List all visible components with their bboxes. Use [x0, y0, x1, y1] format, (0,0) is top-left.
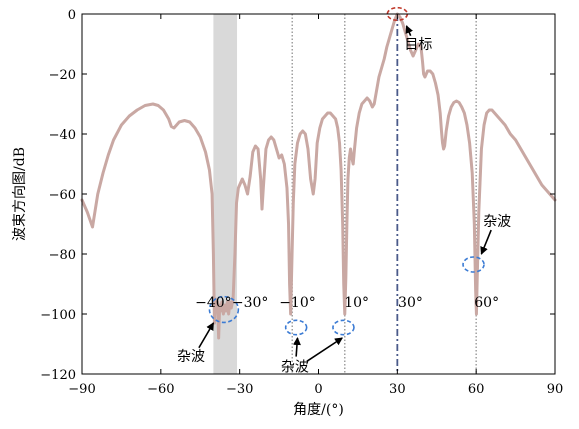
y-tick-label-1: −20 [49, 68, 76, 83]
x-tick-label-2: −30 [226, 382, 253, 397]
clutter-shaded-band [213, 14, 238, 374]
annotation-label-3: 杂波 [281, 360, 309, 376]
x-tick-label-1: −60 [147, 382, 174, 397]
degree-label-4: 30° [398, 295, 423, 311]
degree-label-1: −30° [232, 295, 269, 311]
degree-label-0: −40° [195, 295, 232, 311]
highlight-ellipse-3 [332, 319, 355, 336]
degree-label-3: 10° [344, 295, 369, 311]
y-tick-label-5: −100 [40, 308, 76, 323]
degree-label-5: 60° [474, 295, 499, 311]
y-tick-label-3: −60 [49, 188, 76, 203]
annotation-arrow-3-0 [292, 337, 301, 357]
highlight-ellipse-2 [284, 319, 308, 336]
highlight-ellipse-4 [462, 256, 485, 273]
x-axis-ticks: −90 −60 −30 0 30 60 90 [68, 14, 563, 397]
clutter-band [213, 14, 238, 374]
beam-pattern-series [80, 12, 557, 340]
plot-background [82, 14, 555, 374]
annotation-arrow-2-0 [198, 322, 215, 349]
x-tick-label-6: 90 [547, 382, 564, 397]
y-tick-label-0: 0 [68, 8, 76, 23]
annotation-label-0: 目标 [404, 37, 432, 53]
y-axis-label: 波束方向图/dB [12, 147, 28, 241]
x-axis-label: 角度/(°) [293, 402, 344, 418]
annotation-label-1: 杂波 [483, 214, 511, 230]
x-tick-label-0: −90 [68, 382, 95, 397]
degree-labels: −40° −30° −10° 10° 30° 60° [195, 295, 499, 311]
x-tick-label-3: 0 [314, 382, 322, 397]
annotation-arrow-1-0 [480, 229, 492, 255]
annotation-arrow-3-1 [306, 337, 343, 363]
plot-area [82, 14, 555, 374]
y-tick-label-2: −40 [49, 128, 76, 143]
y-tick-label-4: −80 [49, 248, 76, 263]
degree-label-2: −10° [279, 295, 316, 311]
annotation-label-2: 杂波 [177, 349, 205, 365]
annotation-arrow-0-0 [405, 25, 413, 36]
highlight-ellipse-1 [208, 295, 240, 324]
y-axis-ticks: 0 −20 −40 −60 −80 −100 −120 [40, 8, 555, 383]
x-tick-label-5: 60 [468, 382, 485, 397]
series-line-0 [80, 12, 557, 340]
y-tick-label-6: −120 [40, 368, 76, 383]
x-tick-label-4: 30 [389, 382, 406, 397]
